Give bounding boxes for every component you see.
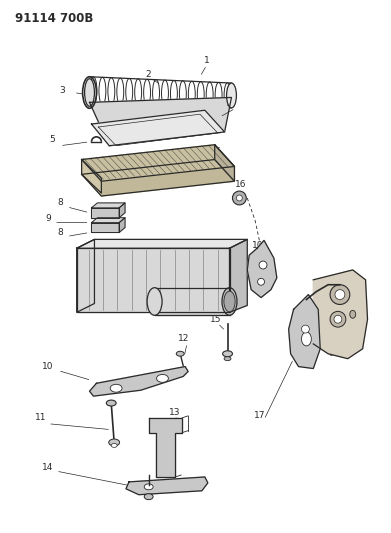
Ellipse shape [259, 261, 267, 269]
Ellipse shape [222, 351, 233, 357]
Text: 18: 18 [329, 349, 341, 358]
Text: 10: 10 [42, 362, 54, 371]
Text: 8: 8 [57, 198, 63, 207]
Ellipse shape [147, 288, 162, 316]
Text: 4: 4 [227, 100, 232, 109]
Text: 15: 15 [210, 315, 221, 324]
Text: 9: 9 [45, 214, 51, 223]
Polygon shape [91, 208, 119, 217]
Polygon shape [149, 418, 182, 477]
Circle shape [237, 195, 242, 201]
Polygon shape [230, 239, 247, 312]
Ellipse shape [224, 291, 235, 312]
Text: 7: 7 [214, 261, 220, 270]
Text: 13: 13 [169, 408, 180, 417]
Text: 17: 17 [254, 411, 266, 421]
Polygon shape [90, 367, 188, 396]
Polygon shape [119, 203, 125, 217]
Polygon shape [289, 295, 320, 368]
Polygon shape [91, 110, 224, 146]
Ellipse shape [176, 351, 184, 356]
Text: 91114 700B: 91114 700B [14, 12, 93, 25]
Polygon shape [82, 159, 101, 193]
Ellipse shape [226, 83, 237, 108]
Circle shape [233, 191, 246, 205]
Text: 12: 12 [178, 334, 189, 343]
Ellipse shape [84, 79, 95, 106]
Text: 2: 2 [145, 70, 151, 79]
Text: 11: 11 [34, 413, 46, 422]
Circle shape [334, 316, 342, 323]
Ellipse shape [156, 375, 169, 382]
Text: 6: 6 [215, 147, 221, 156]
Text: 14: 14 [43, 463, 54, 472]
Text: 10: 10 [252, 241, 264, 250]
Text: 8: 8 [57, 228, 63, 237]
Ellipse shape [224, 357, 231, 361]
Ellipse shape [109, 439, 120, 446]
Ellipse shape [222, 288, 237, 316]
Polygon shape [119, 217, 125, 232]
Polygon shape [91, 203, 125, 208]
Polygon shape [77, 239, 95, 312]
Polygon shape [126, 477, 208, 495]
Ellipse shape [144, 484, 153, 490]
Text: 3: 3 [59, 86, 65, 95]
Circle shape [330, 285, 350, 304]
Text: 1: 1 [204, 56, 210, 66]
Ellipse shape [301, 325, 309, 333]
Ellipse shape [258, 278, 264, 285]
Ellipse shape [110, 384, 122, 392]
Polygon shape [156, 433, 175, 477]
Polygon shape [247, 240, 277, 297]
Ellipse shape [350, 310, 356, 318]
Polygon shape [82, 159, 235, 196]
Polygon shape [91, 217, 125, 223]
Polygon shape [77, 239, 247, 248]
Ellipse shape [301, 332, 311, 346]
Polygon shape [215, 145, 235, 181]
Ellipse shape [106, 400, 116, 406]
Polygon shape [313, 270, 368, 359]
Circle shape [330, 311, 346, 327]
Ellipse shape [144, 494, 153, 499]
Polygon shape [77, 248, 230, 312]
Polygon shape [91, 223, 119, 232]
Ellipse shape [111, 443, 117, 447]
Polygon shape [82, 145, 235, 181]
Polygon shape [154, 288, 230, 316]
Circle shape [335, 289, 345, 300]
Polygon shape [90, 98, 231, 146]
Text: 5: 5 [49, 135, 55, 144]
Text: 16: 16 [235, 180, 246, 189]
